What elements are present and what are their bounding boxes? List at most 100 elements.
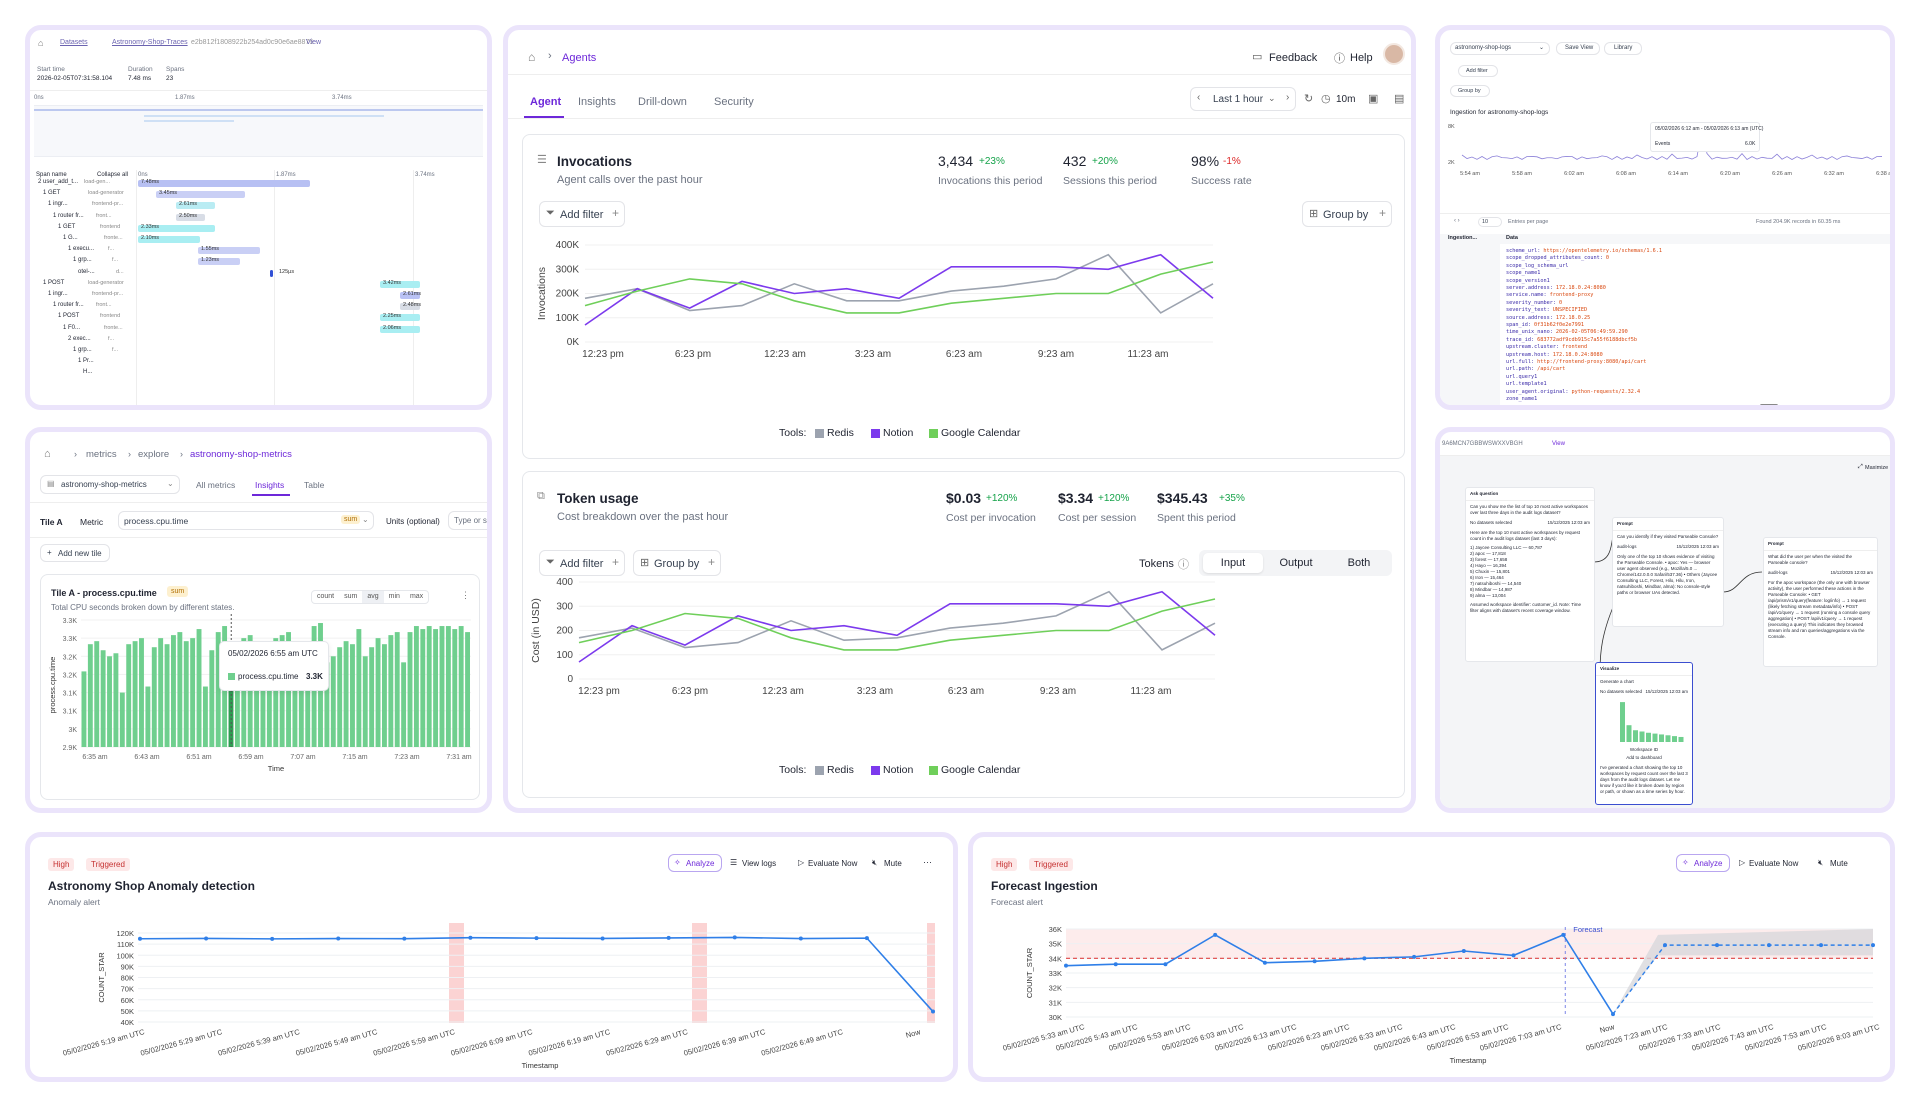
viz-bar[interactable] [1633, 730, 1638, 742]
refresh-icon[interactable]: ↻ [1304, 93, 1314, 105]
metric-bar[interactable] [337, 647, 343, 747]
metric-bar[interactable] [202, 686, 208, 747]
span-row[interactable]: 1 ingr... frontend-pr... 2.61ms [30, 290, 487, 300]
ask-question-node[interactable]: Ask question Can you show me the list of… [1465, 487, 1595, 662]
data-point[interactable] [1412, 954, 1417, 959]
save-icon[interactable]: ▣ [1368, 93, 1379, 105]
breadcrumb-datasets[interactable]: Datasets [60, 39, 88, 46]
series-line-google-calendar[interactable] [578, 598, 1216, 651]
metric-bar[interactable] [388, 635, 394, 747]
data-point[interactable] [204, 936, 209, 941]
span-row[interactable]: 1 GET frontend 2.33ms [30, 223, 487, 233]
tab-table[interactable]: Table [304, 480, 325, 490]
metric-bar[interactable] [420, 629, 426, 747]
more-options-icon[interactable]: ⋮ [461, 590, 470, 600]
log-line[interactable]: severity_text: UNSPECIFIED [1506, 307, 1587, 313]
data-point[interactable] [931, 1009, 935, 1014]
span-row[interactable]: 2 user_add_t... load-gen... 7.48ms [30, 178, 487, 188]
agg-option-sum[interactable]: sum [344, 593, 358, 600]
viz-bar[interactable] [1639, 731, 1645, 743]
analyze-button[interactable]: ✧ Analyze [1676, 854, 1730, 872]
agg-option-max[interactable]: max [409, 593, 424, 600]
agg-option-min[interactable]: min [388, 593, 400, 600]
viz-dataset[interactable]: No datasets selected [1600, 689, 1643, 694]
metric-bar[interactable] [190, 638, 196, 747]
add-tile-button[interactable]: + Add new tile [40, 544, 110, 562]
log-line[interactable]: user_agent.original: python-requests/2.32… [1506, 389, 1640, 395]
pager-prev[interactable]: ‹ › [1454, 218, 1460, 224]
metric-bar[interactable] [107, 656, 112, 747]
legend-google-calendar[interactable]: Google Calendar [941, 427, 1021, 439]
export-icon[interactable]: ▤ [1394, 93, 1405, 105]
data-point[interactable] [1461, 949, 1466, 953]
span-bar[interactable] [270, 269, 273, 277]
metric-bar[interactable] [343, 641, 349, 747]
metric-bar[interactable] [100, 650, 106, 747]
metric-bar[interactable] [350, 644, 355, 747]
log-line[interactable]: scope_version1 [1506, 278, 1553, 284]
span-row[interactable]: 1 POST load-generator 3.42ms [30, 279, 487, 289]
span-row[interactable]: 1 router fr... front... 2.48ms [30, 301, 487, 311]
time-range-select[interactable]: ‹ Last 1 hour ⌄ › [1190, 87, 1296, 111]
log-line[interactable]: url.template1 [1506, 381, 1550, 387]
series-line-google-calendar[interactable] [584, 261, 1214, 314]
tab-drill-down[interactable]: Drill-down [638, 96, 687, 108]
metric-bar[interactable] [369, 647, 375, 747]
forecast-point[interactable] [1663, 943, 1667, 948]
metric-bar[interactable] [177, 632, 183, 747]
forecast-line[interactable] [1612, 944, 1873, 1015]
data-point[interactable] [1362, 956, 1367, 961]
span-row[interactable]: 1 Pr... [30, 357, 487, 367]
log-line[interactable]: scheme_url: https://opentelemetry.io/sche… [1506, 248, 1662, 254]
log-line[interactable]: url.full: http://frontend-proxy:8080/api/… [1506, 359, 1646, 365]
metric-bar[interactable] [139, 638, 144, 747]
data-point[interactable] [864, 936, 869, 941]
prompt-dataset[interactable]: audit-logs [1768, 570, 1788, 575]
metric-bar[interactable] [298, 659, 304, 747]
metric-bar[interactable] [279, 635, 285, 747]
log-line[interactable]: scope_name1 [1506, 270, 1543, 276]
metric-bar[interactable] [145, 686, 151, 747]
evaluate-now-button[interactable]: Evaluate Now [1749, 859, 1799, 868]
metric-bar[interactable] [413, 626, 419, 747]
span-row[interactable]: 1 F0... fronte... 2.06ms [30, 324, 487, 334]
log-line[interactable]: span_id: 0f31b62f0e2e7991 [1506, 322, 1584, 328]
metric-bar[interactable] [439, 626, 445, 747]
count-line[interactable] [139, 936, 934, 1013]
series-line-redis[interactable] [578, 590, 1216, 651]
span-row[interactable]: 1 grp... f... [30, 346, 487, 356]
data-point[interactable] [336, 936, 341, 941]
data-point[interactable] [468, 935, 473, 940]
metric-bar[interactable] [458, 626, 464, 747]
group-by-button[interactable]: ⊞ Group by + [1302, 201, 1392, 227]
tab-insights[interactable]: Insights [578, 96, 616, 108]
group-by-button[interactable]: ⊞ Group by + [633, 550, 721, 576]
chevron-right-icon[interactable]: › [1286, 92, 1290, 103]
viz-bar[interactable] [1665, 735, 1671, 742]
metric-bar[interactable] [266, 680, 272, 747]
data-point[interactable] [732, 935, 737, 940]
avatar[interactable] [1383, 43, 1405, 65]
tab-all-metrics[interactable]: All metrics [196, 480, 236, 490]
evaluate-now-button[interactable]: Evaluate Now [808, 859, 858, 868]
metric-bar[interactable] [164, 644, 170, 747]
log-line[interactable]: upstream.cluster: frontend [1506, 344, 1587, 350]
data-point[interactable] [1511, 953, 1516, 958]
trace-minimap[interactable] [34, 105, 483, 157]
metric-bar[interactable] [260, 647, 266, 747]
legend-redis[interactable]: Redis [827, 427, 854, 439]
metric-bar[interactable] [234, 644, 240, 747]
viz-bar[interactable] [1620, 702, 1625, 742]
metric-bar[interactable] [183, 641, 189, 747]
log-line[interactable]: server.address: 172.18.0.24:8080 [1506, 285, 1606, 291]
data-point[interactable] [138, 936, 142, 941]
breadcrumb-metrics[interactable]: metrics [86, 449, 117, 460]
span-row[interactable]: 1 router fr... front... 2.50ms [30, 212, 487, 222]
span-row[interactable]: otel-... d... 125µs [30, 268, 487, 278]
span-row[interactable]: 1 GET load-generator 3.45ms [30, 189, 487, 199]
metric-bar[interactable] [445, 626, 451, 747]
series-line-redis[interactable] [584, 253, 1214, 314]
dataset-select[interactable]: ▤ astronomy-shop-metrics ⌄ [40, 475, 180, 494]
metric-bar[interactable] [452, 629, 458, 747]
span-bar[interactable] [198, 258, 240, 266]
